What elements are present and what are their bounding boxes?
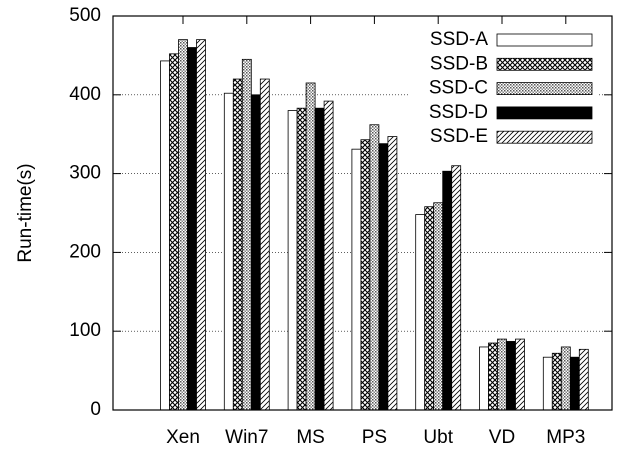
bar	[169, 53, 179, 411]
bar	[178, 39, 188, 411]
y-tick-label: 500	[69, 5, 101, 26]
bar	[369, 124, 380, 411]
bar	[323, 100, 334, 411]
bar	[542, 356, 553, 411]
legend-label: SSD-E	[430, 126, 488, 147]
legend-label: SSD-C	[429, 78, 488, 99]
y-axis-label: Run-time(s)	[15, 163, 36, 262]
bar	[187, 47, 197, 411]
x-tick-label: Xen	[166, 427, 200, 448]
bar	[387, 136, 398, 411]
bar	[305, 82, 316, 411]
y-tick-label: 0	[90, 399, 101, 420]
bar	[250, 94, 261, 411]
plot-frame	[112, 15, 613, 411]
bar	[241, 58, 252, 411]
bar	[424, 206, 435, 411]
bar	[569, 356, 580, 411]
bar	[451, 165, 462, 411]
bar	[479, 346, 489, 411]
legend-swatch	[496, 130, 593, 144]
legend-label: SSD-A	[430, 29, 488, 50]
y-tick-label: 200	[69, 241, 101, 262]
bar	[360, 139, 371, 411]
legend-swatch	[496, 106, 593, 120]
bar	[287, 110, 298, 411]
x-tick-label: VD	[489, 427, 515, 448]
x-tick-label: Ubt	[423, 427, 453, 448]
legend-swatch	[496, 33, 593, 47]
bar	[232, 78, 243, 411]
bar	[378, 143, 389, 411]
bar	[497, 338, 507, 411]
y-tick-label: 100	[69, 320, 101, 341]
bar	[259, 78, 270, 411]
bar	[296, 107, 307, 411]
bar	[560, 346, 571, 411]
bar	[442, 170, 453, 411]
y-tick-label: 400	[69, 84, 101, 105]
x-tick-label: Win7	[225, 427, 268, 448]
bar	[415, 214, 426, 411]
bar	[160, 60, 170, 411]
legend-label: SSD-D	[429, 102, 488, 123]
x-tick-label: PS	[362, 427, 387, 448]
bar	[314, 107, 325, 411]
x-tick-label: MS	[296, 427, 325, 448]
bar	[506, 341, 516, 411]
bar	[433, 202, 444, 411]
bar	[351, 148, 362, 411]
bar	[196, 39, 206, 411]
bar	[515, 338, 525, 411]
bar	[488, 342, 498, 411]
bar	[223, 92, 234, 411]
legend-label: SSD-B	[430, 53, 488, 74]
bar	[551, 352, 562, 411]
bar	[578, 348, 589, 411]
legend-swatch	[496, 57, 593, 71]
legend-swatch	[496, 82, 593, 95]
x-tick-label: MP3	[546, 427, 585, 448]
y-tick-label: 300	[69, 163, 101, 184]
